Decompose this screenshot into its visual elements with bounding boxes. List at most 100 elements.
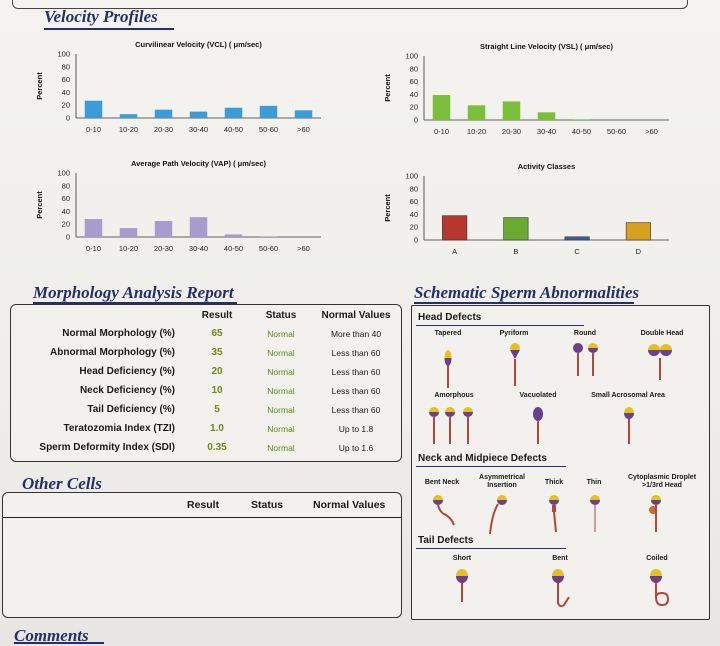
morphology-normal-value: More than 40 (330, 328, 382, 339)
label-amorphous: Amorphous (434, 392, 474, 399)
tapered-sperm-icon (444, 350, 452, 388)
activity-classes-chart: Activity Classes Percent 100 80 60 40 20 0 A B C D (382, 160, 682, 275)
bar-010 (84, 100, 103, 118)
bar-60 (294, 110, 313, 118)
x-tick-label: 0-10 (434, 127, 449, 136)
x-tick-label: 30-40 (189, 125, 208, 134)
x-tick-label: 50-60 (259, 125, 278, 134)
y-tick-label: 100 (405, 52, 418, 61)
vsl-chart: Straight Line Velocity (VSL) ( μm/sec) Pe… (382, 40, 682, 155)
morphology-status: Normal (267, 366, 295, 377)
morphology-title-rule (33, 302, 237, 304)
bar-4050 (224, 234, 243, 237)
y-tick-label: 80 (62, 62, 70, 71)
morphology-normal-value: Less than 60 (331, 404, 381, 415)
y-axis-label: Percent (383, 74, 392, 102)
thick-sperm-icon (549, 495, 559, 533)
y-tick-label: 80 (410, 64, 418, 73)
bar-4050 (224, 107, 243, 118)
morphology-label: Tail Deficiency (%) (87, 404, 175, 415)
morphology-status: Normal (267, 404, 295, 415)
morphology-status: Normal (267, 385, 295, 396)
header-status: Status (265, 310, 297, 321)
header-result: Result (201, 310, 233, 321)
x-tick-label: 10-20 (119, 244, 138, 253)
bar-3040 (189, 217, 208, 237)
pyriform-sperm-icon (510, 343, 520, 386)
bar-010 (432, 95, 451, 120)
morphology-label: Teratozomia Index (TZI) (63, 423, 176, 434)
label-pyriform: Pyriform (499, 330, 529, 337)
vcl-chart: Curvilinear Velocity (VCL) ( μm/sec) Perc… (34, 38, 334, 153)
cytoplasmic-droplet-sperm-icon (649, 495, 661, 532)
amorphous-sperm-icon (429, 407, 473, 444)
morphology-result: 10 (211, 385, 223, 396)
x-tick-label: B (513, 247, 518, 256)
coiled-tail-sperm-icon (650, 569, 670, 607)
other-cells-header-rule (3, 517, 401, 518)
y-tick-label: 60 (410, 77, 418, 86)
comments-title: Comments (14, 626, 89, 645)
y-tick-label: 0 (66, 233, 70, 242)
thin-sperm-icon (590, 495, 600, 532)
neck-defects-title: Neck and Midpiece Defects (418, 453, 547, 464)
x-tick-label: >60 (297, 244, 310, 253)
morphology-normal-value: Up to 1.6 (338, 442, 374, 453)
y-tick-label: 60 (62, 75, 70, 84)
head-defects-title: Head Defects (418, 312, 482, 323)
top-frame-edge (12, 0, 688, 9)
y-tick-label: 100 (57, 169, 70, 178)
y-tick-label: 80 (410, 184, 418, 193)
x-tick-label: D (636, 247, 642, 256)
x-tick-label: 0-10 (86, 244, 101, 253)
asymmetrical-insertion-sperm-icon (489, 495, 507, 535)
label-round: Round (573, 330, 597, 337)
bar-3040 (189, 111, 208, 118)
morphology-row: Tail Deficiency (%) 5 Normal Less than 60 (15, 400, 397, 419)
chart-title: Straight Line Velocity (VSL) ( μm/sec) (480, 42, 613, 51)
morphology-row: Abnormal Morphology (%) 35 Normal Less than… (15, 343, 397, 362)
label-thick: Thick (544, 479, 564, 486)
header-normal-values: Normal Values (321, 310, 391, 321)
bar-1020 (467, 105, 486, 120)
x-tick-label: >60 (645, 127, 658, 136)
morphology-status: Normal (267, 347, 295, 358)
y-tick-label: 40 (410, 210, 418, 219)
y-tick-label: 40 (62, 88, 70, 97)
y-tick-label: 60 (410, 197, 418, 206)
morphology-title: Morphology Analysis Report (33, 283, 234, 302)
tail-defects-drawings (456, 569, 670, 608)
velocity-profiles-title: Velocity Profiles (44, 7, 158, 26)
x-tick-label: A (452, 247, 457, 256)
y-tick-label: 40 (62, 207, 70, 216)
schematic-title-rule (414, 302, 634, 304)
y-axis-label: Percent (383, 194, 392, 222)
label-vacuolated: Vacuolated (519, 392, 557, 399)
label-thin: Thin (586, 479, 602, 486)
label-coiled: Coiled (646, 555, 668, 562)
morphology-table: Result Status Normal Values Normal Morph… (15, 307, 397, 457)
chart-svg: Straight Line Velocity (VSL) ( μm/sec) Pe… (383, 42, 669, 136)
x-tick-label: 20-30 (502, 127, 521, 136)
morphology-label: Normal Morphology (%) (62, 328, 175, 339)
chart-svg: Activity Classes Percent 100 80 60 40 20 0 A B C D (383, 162, 669, 256)
other-cells-header-status: Status (251, 499, 284, 511)
chart-title: Average Path Velocity (VAP) ( μm/sec) (131, 159, 267, 168)
bar-A (442, 215, 468, 241)
morphology-result: 1.0 (210, 423, 224, 434)
bent-tail-sperm-icon (552, 569, 570, 608)
bar-2030 (502, 101, 521, 120)
morphology-header-row: Result Status Normal Values (15, 307, 397, 324)
schematic-title: Schematic Sperm Abnormalities (414, 283, 640, 302)
head-defects-rule (416, 325, 584, 327)
morphology-box: Result Status Normal Values Normal Morph… (10, 304, 402, 462)
label-bent-neck: Bent Neck (424, 479, 460, 486)
chart-title: Curvilinear Velocity (VCL) ( μm/sec) (135, 40, 262, 49)
vacuolated-sperm-icon (533, 407, 543, 444)
morphology-label: Sperm Deformity Index (SDI) (39, 442, 175, 453)
bar-010 (84, 219, 103, 237)
round-sperm-icon (573, 343, 598, 376)
bar-5060 (259, 105, 278, 118)
y-tick-label: 60 (62, 194, 70, 203)
x-tick-label: 40-50 (224, 125, 243, 134)
